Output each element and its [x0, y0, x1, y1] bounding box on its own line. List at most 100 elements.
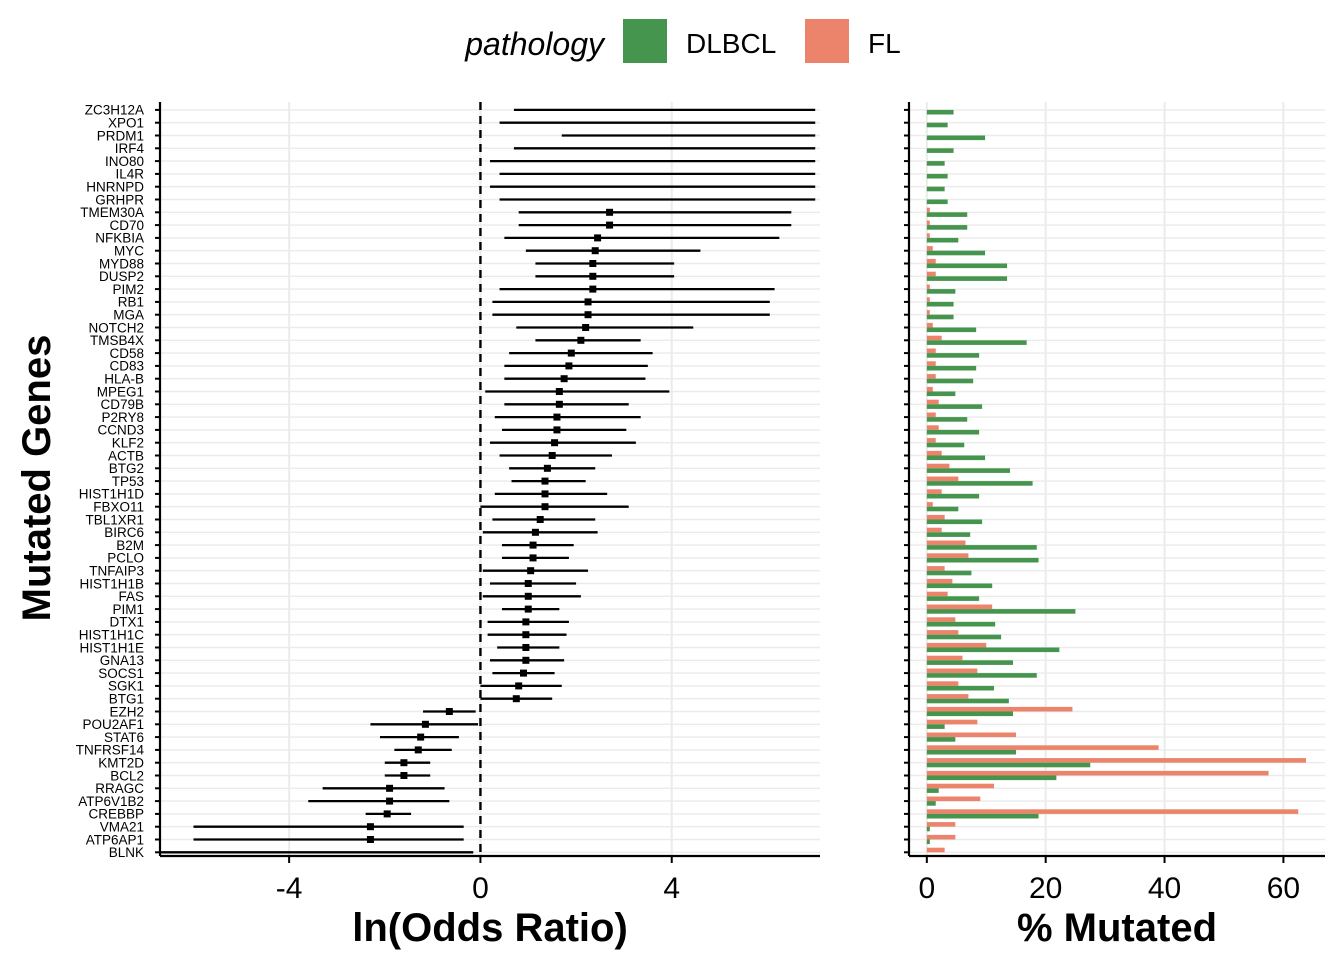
bar-dlbcl-fas: [926, 596, 980, 601]
estimate-hist1h1e: [522, 644, 530, 651]
bar-fl-tbl1xr1: [926, 514, 945, 520]
estimate-klf2: [551, 439, 559, 447]
bar-fl-hist1h1d: [926, 489, 942, 494]
estimate-fas: [524, 592, 532, 600]
gene-label-cd83: CD83: [109, 359, 144, 374]
estimate-tnfaip3: [527, 567, 535, 575]
bar-dlbcl-actb: [926, 455, 986, 461]
estimate-socs1: [519, 669, 527, 677]
estimate-vma21: [366, 823, 374, 831]
estimate-tbl1xr1: [536, 516, 544, 523]
estimate-notch2: [582, 324, 590, 331]
gene-label-blnk: BLNK: [109, 845, 144, 860]
bar-dlbcl-notch2: [926, 327, 977, 333]
bar-fl-cd79b: [926, 399, 939, 405]
bar-fl-mga: [926, 310, 930, 315]
gene-label-vma21: VMA21: [100, 820, 144, 835]
gene-label-prdm1: PRDM1: [97, 128, 144, 143]
estimate-pim1: [524, 605, 532, 613]
bar-fl-socs1: [926, 668, 978, 674]
gene-label-pclo: PCLO: [107, 551, 144, 566]
bar-dlbcl-myc: [926, 250, 986, 256]
gene-label-pou2af1: POU2AF1: [82, 717, 144, 732]
estimate-tnfrsf14: [414, 746, 422, 754]
gene-label-btg2: BTG2: [109, 461, 144, 476]
bar-dlbcl-prdm1: [926, 135, 986, 141]
gene-label-crebbp: CREBBP: [88, 807, 144, 822]
bar-fl-pim1: [926, 604, 993, 610]
bar-chart-panel: 0 20 40 60: [904, 102, 1325, 905]
gene-label-zc3h12a: ZC3H12A: [85, 103, 144, 118]
gene-label-socs1: SOCS1: [98, 666, 144, 681]
bar-fl-tnfaip3: [926, 566, 945, 571]
estimate-myd88: [589, 260, 597, 267]
bar-x-tick-label: 20: [1029, 872, 1062, 905]
gene-label-ino80: INO80: [105, 154, 144, 169]
gene-label-mpeg1: MPEG1: [97, 384, 144, 399]
gene-label-myc: MYC: [114, 244, 144, 259]
estimate-tmem30a: [606, 208, 614, 216]
bar-dlbcl-atp6ap1: [926, 839, 930, 845]
bar-fl-ezh2: [926, 706, 1073, 712]
gene-label-nfkbia: NFKBIA: [95, 231, 144, 246]
bar-fl-sgk1: [926, 681, 959, 686]
bar-fl-stat6: [926, 732, 1016, 738]
estimate-rragc: [386, 784, 394, 792]
bar-dlbcl-pim1: [926, 609, 1076, 614]
bar-fl-kmt2d: [926, 758, 1306, 763]
bar-fl-pclo: [926, 553, 969, 558]
gene-label-hnrnpd: HNRNPD: [86, 180, 144, 195]
bar-fl-btg2: [926, 463, 950, 469]
gene-label-tnfaip3: TNFAIP3: [89, 564, 144, 579]
bar-dlbcl-il4r: [926, 173, 948, 179]
gene-label-atp6ap1: ATP6AP1: [86, 832, 144, 847]
gene-label-rb1: RB1: [118, 295, 144, 310]
estimate-hist1h1b: [524, 580, 532, 587]
bar-dlbcl-bcl2: [926, 775, 1057, 781]
bar-fl-ccnd3: [926, 425, 939, 430]
estimate-atp6v1b2: [386, 797, 394, 805]
gene-label-fbxo11: FBXO11: [93, 500, 144, 515]
estimate-btg1: [512, 695, 520, 703]
estimate-b2m: [529, 541, 537, 549]
bar-fl-tmsb4x: [926, 335, 942, 341]
legend-label-dlbcl: DLBCL: [686, 28, 776, 59]
gene-label-mga: MGA: [113, 308, 144, 323]
estimate-nfkbia: [594, 234, 602, 242]
gene-label-cd58: CD58: [109, 346, 144, 361]
gene-label-birc6: BIRC6: [104, 525, 144, 540]
bar-fl-tp53: [926, 476, 959, 482]
bar-dlbcl-cd58: [926, 353, 980, 358]
bar-dlbcl-pim2: [926, 289, 956, 294]
estimate-mpeg1: [555, 388, 563, 395]
bar-dlbcl-tnfrsf14: [926, 749, 1016, 755]
gene-label-tmsb4x: TMSB4X: [90, 333, 144, 348]
gene-label-pim2: PIM2: [112, 282, 144, 297]
bar-dlbcl-ezh2: [926, 711, 1013, 717]
gene-label-dusp2: DUSP2: [99, 269, 144, 284]
bar-dlbcl-mga: [926, 314, 954, 320]
bar-fl-hist1h1b: [926, 578, 953, 584]
bar-dlbcl-btg2: [926, 468, 1011, 473]
gene-label-notch2: NOTCH2: [88, 320, 144, 335]
gene-label-gna13: GNA13: [100, 653, 144, 668]
estimate-cd79b: [555, 400, 563, 408]
gene-label-hist1h1c: HIST1H1C: [79, 628, 145, 643]
gene-label-rragc: RRAGC: [95, 781, 144, 796]
bar-dlbcl-vma21: [926, 826, 930, 832]
bar-dlbcl-cd83: [926, 365, 977, 371]
bar-fl-pou2af1: [926, 719, 978, 725]
bar-dlbcl-atp6v1b2: [926, 801, 936, 806]
legend-key-fl: [805, 19, 849, 63]
bar-fl-hist1h1c: [926, 630, 959, 635]
gene-label-tnfrsf14: TNFRSF14: [76, 743, 145, 758]
estimate-pou2af1: [421, 720, 429, 728]
estimate-actb: [548, 452, 556, 459]
gene-label-stat6: STAT6: [104, 730, 144, 745]
bar-dlbcl-klf2: [926, 442, 965, 448]
estimate-pim2: [589, 285, 597, 293]
forest-x-axis-label: ln(Odds Ratio): [352, 906, 628, 950]
forest-x-tick-label: -4: [276, 872, 303, 905]
